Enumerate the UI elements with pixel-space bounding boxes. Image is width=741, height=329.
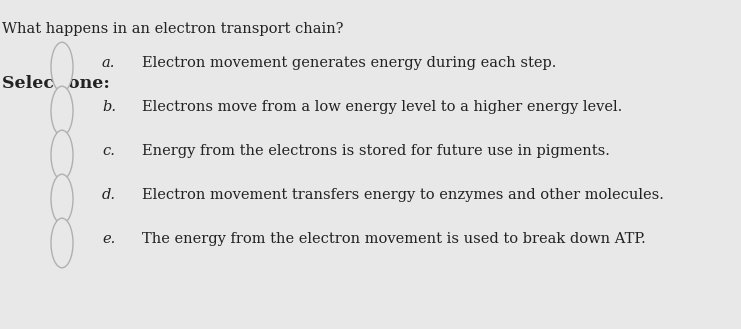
Text: Electrons move from a low energy level to a higher energy level.: Electrons move from a low energy level t…: [142, 100, 622, 114]
Text: Energy from the electrons is stored for future use in pigments.: Energy from the electrons is stored for …: [142, 144, 610, 158]
Ellipse shape: [51, 218, 73, 268]
Text: Select one:: Select one:: [2, 75, 110, 92]
Ellipse shape: [51, 42, 73, 92]
Text: a.: a.: [102, 56, 116, 70]
Ellipse shape: [51, 130, 73, 180]
Text: b.: b.: [102, 100, 116, 114]
Text: e.: e.: [102, 232, 116, 246]
Text: The energy from the electron movement is used to break down ATP.: The energy from the electron movement is…: [142, 232, 645, 246]
Text: Electron movement transfers energy to enzymes and other molecules.: Electron movement transfers energy to en…: [142, 188, 664, 202]
Ellipse shape: [51, 174, 73, 224]
Text: What happens in an electron transport chain?: What happens in an electron transport ch…: [2, 22, 344, 36]
Text: d.: d.: [102, 188, 116, 202]
Text: c.: c.: [102, 144, 115, 158]
Ellipse shape: [51, 86, 73, 136]
Text: Electron movement generates energy during each step.: Electron movement generates energy durin…: [142, 56, 556, 70]
